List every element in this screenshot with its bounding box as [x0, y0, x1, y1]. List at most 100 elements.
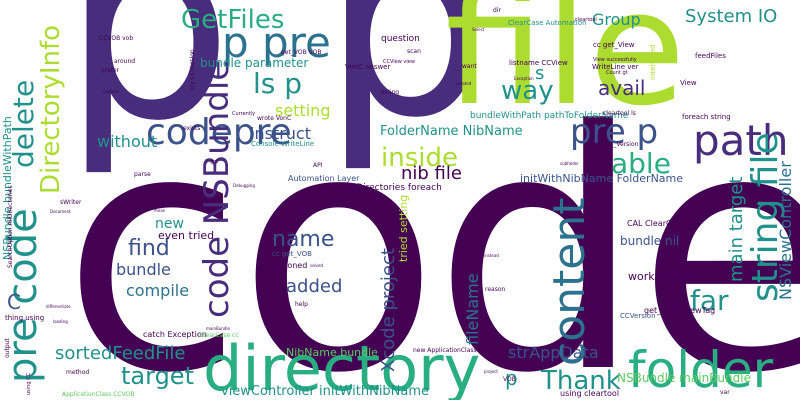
word-scan: scan — [407, 48, 421, 55]
word-around: around — [114, 58, 136, 65]
word-nsviewcontroller: NSViewController — [776, 161, 795, 300]
word-cleartool: cleartool — [575, 17, 597, 23]
word-work-neither: work Neither — [628, 270, 699, 283]
word-loading: loading — [53, 319, 68, 324]
word-code: code — [62, 61, 800, 400]
word-select: Select — [472, 27, 485, 32]
word-xcode-project: Xcode project — [378, 248, 399, 372]
word-instead: instead — [484, 253, 499, 258]
word-p: p — [322, 0, 491, 176]
word-interested: interested — [649, 44, 657, 80]
word-tried-setting: tried setting — [397, 194, 410, 262]
word-parse: parse — [134, 171, 151, 178]
word-subfolder: subfolder — [560, 161, 579, 166]
word-thank: Thank — [541, 366, 621, 396]
word-dir: dir — [493, 7, 501, 14]
word-output: output — [4, 338, 11, 358]
word-foldername-nibname: FolderName NibName — [380, 124, 523, 139]
word-ccvob-vob: CCVOB vob — [99, 35, 134, 42]
word-versioned: versioned — [268, 261, 308, 270]
word-new-applicationclass: new ApplicationClass — [413, 347, 477, 354]
word-inside: inside — [381, 143, 458, 173]
word-s: s — [535, 63, 545, 84]
word-without: without — [97, 132, 158, 151]
word-c: C — [7, 290, 21, 314]
word-cal-clearcase: CAL ClearCase — [627, 219, 686, 228]
word-using-cc: using CC — [26, 372, 32, 395]
word-feedfiles: feedFiles — [695, 52, 726, 60]
word-try-ccversion: try CCVersion — [189, 49, 196, 90]
word-alldirectories-foreach: AllDirectories foreach — [345, 183, 442, 193]
word-swriter: sWriter — [60, 199, 82, 206]
word-system-io: System IO — [685, 6, 778, 27]
word-ccview-view: CCView view — [383, 59, 415, 65]
word-initwithnibname-foldername: initWithNibName FolderName — [520, 172, 684, 185]
word-capture: capture — [103, 89, 119, 94]
word-code-nsbundle: code NSBundle — [197, 59, 237, 318]
word-method: method — [66, 369, 90, 376]
word-target: target — [121, 362, 194, 390]
word-project: project — [484, 369, 498, 374]
word-exception: Exception — [514, 76, 534, 81]
word-nibname-bundle: NibName bundle — [286, 346, 378, 359]
word-reason: reason — [485, 286, 506, 293]
word-prefer: prefer — [101, 67, 120, 74]
word-p-small: p — [505, 366, 518, 390]
word-path: path — [693, 116, 789, 165]
word-currently: Currently — [232, 111, 256, 117]
word-differentiate: differentiate — [46, 304, 71, 309]
word-strappdata: strAppData — [508, 343, 599, 362]
word-getfiles: GetFiles — [181, 5, 285, 35]
word-even-tried: even tried — [158, 229, 215, 242]
word-document: Document — [50, 209, 71, 214]
word-directory: directory — [203, 332, 481, 400]
word-foreach-string: foreach string — [682, 113, 731, 121]
word-automation-layer: Automation Layer — [288, 174, 360, 183]
word-compile: compile — [126, 281, 190, 300]
word-vob: VOB — [503, 376, 516, 383]
word-listname-ccview: listname CCView — [509, 59, 568, 67]
word-iclearcase-cc: IClearCase cc — [198, 332, 239, 339]
word-help: help — [295, 301, 308, 308]
word-count-gt: Count gt — [606, 70, 628, 76]
word-main-target: main target — [726, 176, 747, 282]
word-sortedfeedfile: sortedFeedFile — [55, 343, 186, 364]
word-bundle: bundle — [116, 260, 171, 279]
word-content: content — [544, 197, 595, 366]
word-name: name — [272, 227, 335, 252]
word-get-view-viewtag: get_View ViewTag — [644, 306, 716, 315]
word-console-writeline: Console WriteLine — [251, 140, 315, 148]
word-get-vob-vob: get_VOB VOB — [281, 49, 322, 56]
word-debugging: Debugging — [233, 183, 255, 188]
word-got: got — [210, 159, 219, 165]
word-view-successfully: View successfully — [593, 57, 637, 63]
word-codepre: codepre — [146, 112, 292, 153]
word-cc-get-view: cc get_View — [593, 41, 635, 49]
word-wrote-vonc: wrote VonC — [257, 115, 292, 122]
word-new: new — [155, 216, 184, 232]
word-listing: listing — [381, 89, 400, 96]
word-able: able — [611, 147, 671, 180]
word-far: far — [690, 284, 729, 317]
word-outlook: outlook — [586, 303, 601, 308]
word-pre-p: pre p — [570, 112, 659, 152]
word-group: Group — [592, 10, 641, 29]
word-delete: delete — [7, 79, 40, 168]
word-ls-p: ls p — [253, 67, 303, 100]
word-find: find — [128, 236, 170, 261]
word-bundle-parameter: bundle parameter — [200, 56, 309, 70]
word-cc-get-vob: cc get_VOB — [272, 250, 312, 258]
word-using-cleartool: using cleartool — [560, 389, 620, 398]
word-setting: setting — [275, 101, 331, 120]
word-p-pre: p pre — [222, 18, 331, 67]
word-var: var — [720, 389, 730, 396]
word-thing-using: thing using — [5, 314, 45, 322]
word-added: added — [286, 276, 343, 297]
word-file: file — [445, 0, 686, 141]
word-clearcase-automation: ClearCase Automation — [508, 19, 587, 27]
word-bundle-nil: bundle nil — [620, 234, 680, 248]
word-bundlewithpath-pathtofoldername: bundleWithPath pathToFolderName — [470, 111, 629, 121]
word-uploads: uploads — [296, 209, 316, 215]
word-solved: solved — [310, 263, 324, 268]
